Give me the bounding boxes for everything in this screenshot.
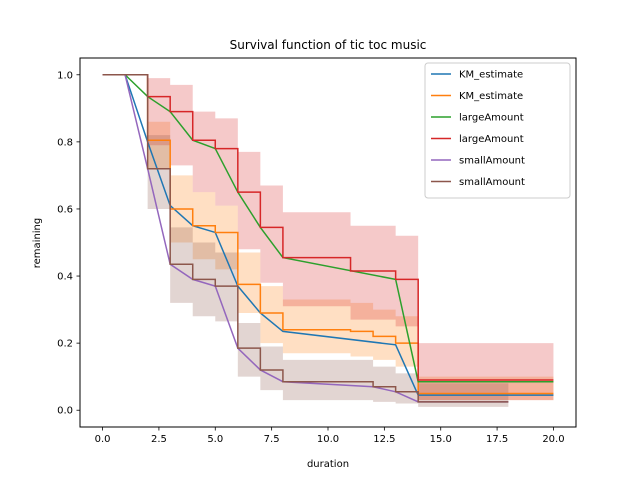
y-axis-label: remaining [32,218,43,269]
y-tick-label: 1.0 [57,70,73,81]
chart-title: Survival function of tic toc music [230,38,427,52]
x-tick-label: 10.0 [317,434,339,445]
x-tick-label: 0.0 [95,434,111,445]
series-lines [102,74,554,403]
x-axis-ticks: 0.0 2.5 5.0 7.5 10.0 12.5 15.0 17.5 20.0 [95,427,565,445]
series-line-3 [102,74,554,381]
y-tick-label: 0.8 [57,137,73,148]
series-line-5 [102,74,509,403]
y-tick-label: 0.6 [57,204,73,215]
confidence-bands [147,74,554,407]
x-axis-label: duration [307,459,349,470]
series-line-0 [102,74,554,396]
series-line-2 [102,74,554,383]
legend-label: largeAmount [459,113,524,124]
y-tick-label: 0.0 [57,406,73,417]
legend-label: largeAmount [459,134,524,145]
x-tick-label: 7.5 [264,434,280,445]
legend-label: smallAmount [459,177,525,188]
confidence-band-1 [147,74,554,401]
x-tick-label: 5.0 [207,434,223,445]
legend-label: KM_estimate [459,91,523,102]
y-tick-label: 0.2 [57,339,73,350]
legend-frame [424,62,571,199]
x-tick-label: 20.0 [542,434,564,445]
x-tick-label: 17.5 [486,434,508,445]
x-tick-label: 15.0 [430,434,452,445]
legend-label: smallAmount [459,156,525,167]
confidence-band-3 [147,74,554,401]
x-tick-label: 2.5 [151,434,167,445]
y-tick-label: 0.4 [57,272,73,283]
legend-label: KM_estimate [459,70,523,81]
legend: KM_estimate KM_estimate largeAmount largeAm… [424,62,571,199]
y-axis-ticks: 0.0 0.2 0.4 0.6 0.8 1.0 [57,70,80,417]
x-tick-label: 12.5 [373,434,395,445]
